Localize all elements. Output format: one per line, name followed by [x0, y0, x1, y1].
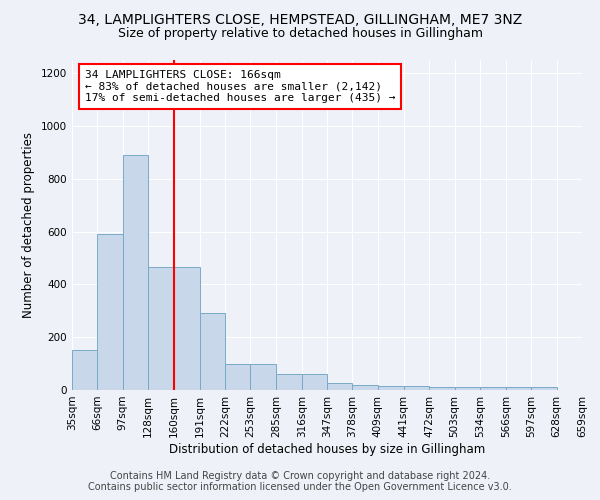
- Bar: [199, 314, 225, 390]
- Bar: [352, 384, 377, 390]
- Text: 34, LAMPLIGHTERS CLOSE, HEMPSTEAD, GILLINGHAM, ME7 3NZ: 34, LAMPLIGHTERS CLOSE, HEMPSTEAD, GILLI…: [78, 12, 522, 26]
- Bar: [404, 386, 429, 390]
- Bar: [97, 234, 122, 390]
- Bar: [480, 388, 506, 390]
- X-axis label: Distribution of detached houses by size in Gillingham: Distribution of detached houses by size …: [169, 442, 485, 456]
- Bar: [377, 386, 404, 390]
- Bar: [506, 388, 532, 390]
- Text: 34 LAMPLIGHTERS CLOSE: 166sqm
← 83% of detached houses are smaller (2,142)
17% o: 34 LAMPLIGHTERS CLOSE: 166sqm ← 83% of d…: [85, 70, 395, 103]
- Bar: [174, 267, 199, 390]
- Bar: [250, 364, 277, 390]
- Bar: [148, 267, 174, 390]
- Bar: [122, 155, 148, 390]
- Bar: [225, 364, 250, 390]
- Bar: [277, 374, 302, 390]
- Bar: [302, 374, 327, 390]
- Bar: [455, 388, 480, 390]
- Y-axis label: Number of detached properties: Number of detached properties: [22, 132, 35, 318]
- Text: Contains HM Land Registry data © Crown copyright and database right 2024.
Contai: Contains HM Land Registry data © Crown c…: [88, 471, 512, 492]
- Text: Size of property relative to detached houses in Gillingham: Size of property relative to detached ho…: [118, 28, 482, 40]
- Bar: [532, 388, 557, 390]
- Bar: [72, 350, 97, 390]
- Bar: [429, 388, 455, 390]
- Bar: [327, 384, 352, 390]
